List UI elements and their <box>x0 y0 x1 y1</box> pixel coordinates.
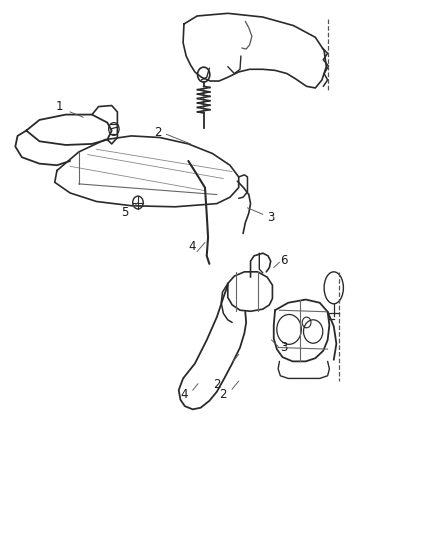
Text: 4: 4 <box>188 240 196 253</box>
Text: 2: 2 <box>154 126 162 139</box>
Text: 3: 3 <box>280 341 287 354</box>
Text: 4: 4 <box>180 388 188 401</box>
Text: 2: 2 <box>213 378 221 391</box>
Text: 2: 2 <box>219 388 226 401</box>
Text: 5: 5 <box>121 206 128 219</box>
Text: 3: 3 <box>267 211 274 224</box>
Text: 6: 6 <box>280 254 288 266</box>
Text: 1: 1 <box>55 100 63 113</box>
